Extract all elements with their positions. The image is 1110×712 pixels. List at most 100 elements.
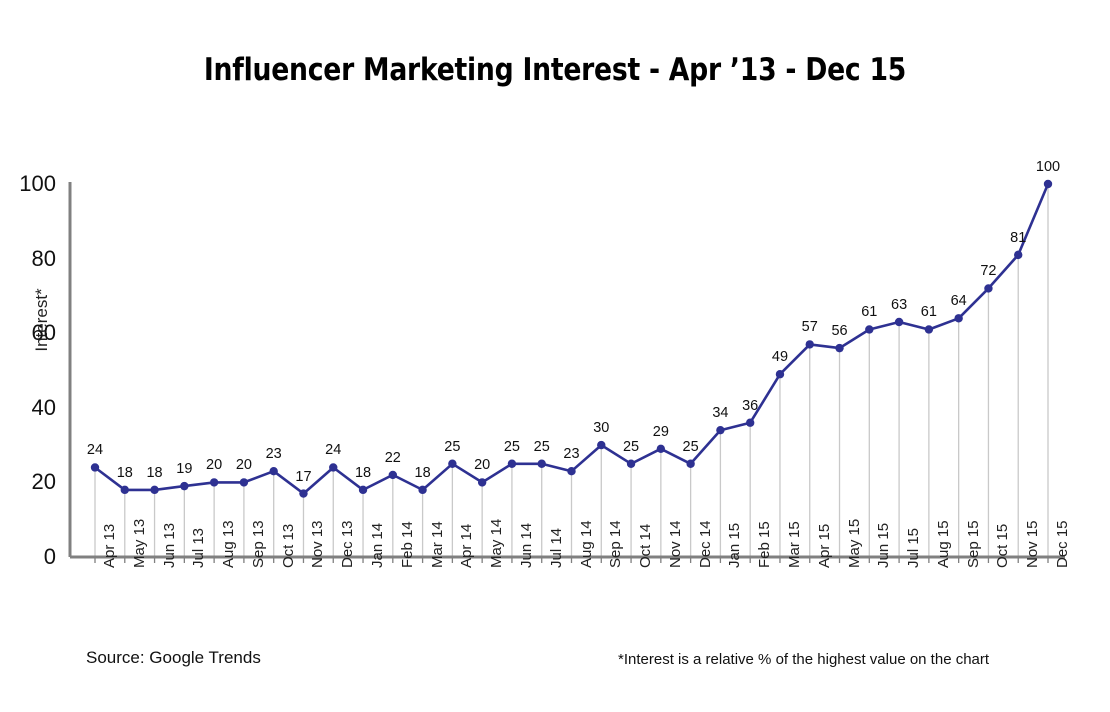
data-point-label: 30 [593,420,610,437]
data-point-marker[interactable] [388,470,398,480]
data-point-label: 36 [742,397,759,414]
data-point-label: 19 [176,461,193,478]
x-axis-tick-label: Apr 14 [458,523,476,568]
data-point-label: 22 [384,449,401,466]
data-point-label: 25 [682,438,699,455]
data-point-label: 24 [325,442,342,459]
data-point-marker[interactable] [269,467,278,476]
data-point-label: 61 [920,304,937,321]
data-point-label: 24 [86,442,104,459]
data-point-label: 49 [771,349,789,366]
series-markers [90,179,1053,498]
data-point-marker[interactable] [329,463,338,472]
x-axis-tick-label: Jul 15 [905,527,923,568]
x-axis-tick-label: Feb 15 [756,521,774,568]
data-point-label: 20 [206,457,223,474]
data-point-marker[interactable] [984,284,993,293]
data-point-label: 72 [980,263,997,280]
x-axis-tick-label: Jun 15 [875,522,893,568]
x-axis-tick-label: Dec 14 [696,520,714,568]
x-axis-tick-label: Feb 14 [398,521,416,568]
x-axis-tick-label: Jan 14 [369,522,387,568]
data-point-label: 23 [265,446,282,463]
data-point-marker[interactable] [537,459,546,468]
data-point-marker[interactable] [567,467,576,476]
data-point-marker[interactable] [626,459,636,468]
data-point-marker[interactable] [90,463,100,472]
data-point-label: 29 [652,423,669,440]
x-axis-tick-label: Oct 14 [637,523,655,568]
data-point-marker[interactable] [299,489,308,498]
x-axis-tick-label: Jun 14 [517,522,535,568]
data-point-label: 18 [116,464,133,481]
data-point-marker[interactable] [180,481,189,491]
data-point-label: 23 [563,446,580,463]
x-axis-tick-label: Jul 13 [190,527,208,568]
footnote-caption: *Interest is a relative % of the highest… [618,651,990,668]
data-point-label: 25 [622,438,640,455]
data-point-marker[interactable] [418,485,427,495]
x-axis-tick-label: May 15 [845,518,863,568]
data-point-label: 100 [1035,159,1061,175]
data-point-marker[interactable] [1014,250,1023,260]
chart-title: Influencer Marketing Interest - Apr ’13 … [203,52,907,88]
x-axis-tick-label: Dec 13 [339,520,357,568]
data-point-marker[interactable] [150,485,159,495]
x-axis-tick-label: Jul 14 [547,527,565,568]
data-point-label: 25 [444,438,461,455]
x-axis-tick-label: Aug 15 [934,520,952,568]
y-axis-tick-label: 80 [31,245,56,271]
x-axis-tick-label: Oct 13 [279,523,297,568]
data-point-label: 34 [712,405,729,422]
x-axis-tick-label: Nov 14 [666,520,684,568]
data-point-label: 25 [503,438,520,455]
data-point-marker[interactable] [477,478,487,487]
data-point-marker[interactable] [686,459,695,468]
x-axis-ticks [94,557,1049,563]
data-point-marker[interactable] [358,485,368,495]
data-point-marker[interactable] [865,325,874,334]
data-point-label: 64 [950,293,967,310]
data-point-label: 81 [1010,229,1027,246]
data-point-label: 25 [533,438,550,455]
x-axis-tick-label: Apr 13 [101,523,118,568]
data-point-marker[interactable] [716,425,725,435]
data-point-marker[interactable] [507,459,517,468]
x-axis-tick-label: Aug 14 [577,520,595,568]
data-point-marker[interactable] [1043,179,1053,189]
data-point-marker[interactable] [597,440,606,450]
y-axis-tick-label: 100 [19,171,56,196]
x-axis-tick-label: Sep 14 [607,520,625,568]
data-point-marker[interactable] [656,444,666,454]
data-point-marker[interactable] [954,314,963,323]
data-point-marker[interactable] [239,478,249,487]
x-axis-tick-label: May 13 [130,518,148,568]
data-point-marker[interactable] [924,325,934,334]
data-point-marker[interactable] [805,340,814,349]
data-point-label: 61 [861,304,878,321]
data-point-marker[interactable] [835,343,844,353]
source-caption: Source: Google Trends [86,648,261,667]
data-point-label: 20 [474,457,491,474]
y-axis-tick-label: 20 [31,469,56,495]
x-axis-tick-label: Apr 15 [815,523,833,568]
data-point-marker[interactable] [745,418,755,427]
y-axis-tick-label: 60 [31,320,56,346]
y-axis-tick-label: 40 [31,394,56,420]
data-point-marker[interactable] [894,317,904,327]
data-point-marker[interactable] [448,459,457,468]
data-point-label: 20 [235,457,252,474]
data-point-label: 56 [831,323,848,340]
x-axis-tick-label: Mar 14 [428,521,446,568]
data-point-label: 18 [354,464,372,481]
x-axis-tick-label: May 14 [488,518,506,568]
data-point-marker[interactable] [209,478,219,487]
data-point-marker[interactable] [120,485,129,495]
data-point-label: 63 [891,297,908,313]
data-point-label: 18 [414,464,431,481]
data-point-marker[interactable] [775,370,785,379]
x-axis-tick-label: Dec 15 [1054,520,1071,568]
droplines-group [94,184,1049,557]
